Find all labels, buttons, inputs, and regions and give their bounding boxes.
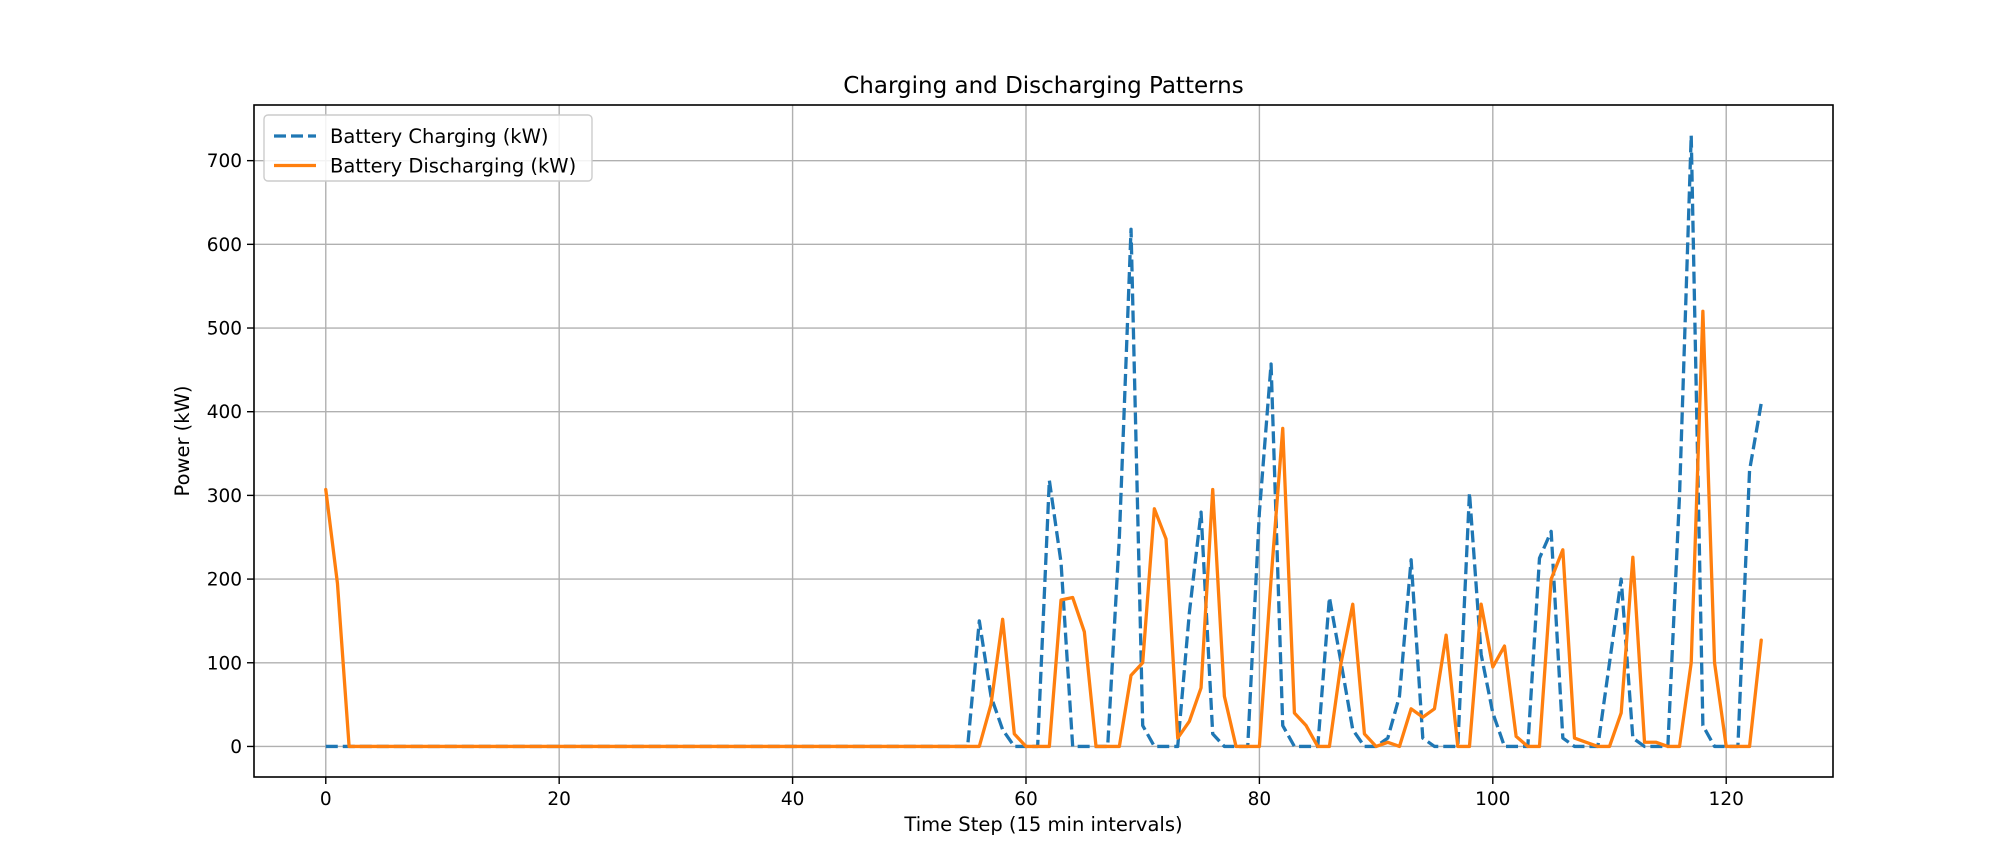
axis-ticks: 0 20 40 60 80 100 120 0 100 200 300 400 500 600 700 [207,151,1744,810]
x-tick-label: 80 [1248,789,1272,810]
axes-frame [253,104,1834,778]
y-tick-label: 100 [207,653,242,674]
y-tick-label: 700 [207,151,242,172]
y-tick-label: 600 [207,235,242,256]
plot-series [324,133,1763,749]
x-tick-label: 60 [1014,789,1038,810]
x-tick-label: 20 [547,789,571,810]
x-tick-label: 0 [320,789,332,810]
x-tick-label: 120 [1709,789,1744,810]
y-tick-label: 300 [207,486,242,507]
legend-label: Battery Discharging (kW) [330,155,576,178]
y-axis-label: Power (kW) [171,386,194,497]
y-tick-label: 500 [207,319,242,340]
y-tick-label: 200 [207,570,242,591]
legend: Battery Charging (kW) Battery Discharging… [263,114,593,182]
x-tick-label: 100 [1475,789,1510,810]
x-axis-label: Time Step (15 min intervals) [903,813,1182,836]
chart-title: Charging and Discharging Patterns [843,73,1244,99]
legend-label: Battery Charging (kW) [330,125,549,148]
legend-box [263,114,593,182]
y-tick-label: 400 [207,402,242,423]
x-tick-label: 40 [781,789,805,810]
y-tick-label: 0 [230,737,242,758]
series-line-discharging [324,309,1763,749]
